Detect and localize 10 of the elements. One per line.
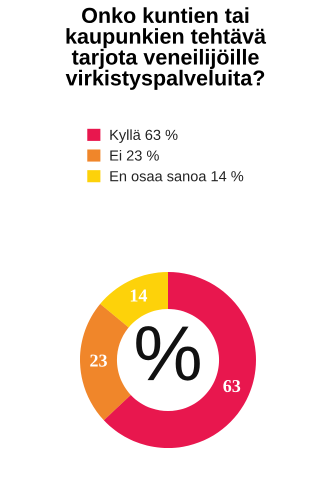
donut-slice bbox=[80, 304, 131, 420]
text: % bbox=[136, 326, 200, 381]
data-label: 23 bbox=[90, 354, 107, 367]
legend-label: Kyllä 63 % bbox=[110, 129, 178, 143]
donut-slice bbox=[100, 272, 168, 328]
chart-title: Onko kuntien tai kaupunkien tehtävä tarjota veneilijöille virkistyspalveluita? bbox=[66, 7, 266, 90]
data-label: 14 bbox=[130, 290, 148, 302]
data-label: 63 bbox=[223, 380, 240, 392]
legend-label: Ei 23 % bbox=[110, 150, 159, 161]
legend-label: En osaa sanoa 14 % bbox=[110, 171, 244, 182]
